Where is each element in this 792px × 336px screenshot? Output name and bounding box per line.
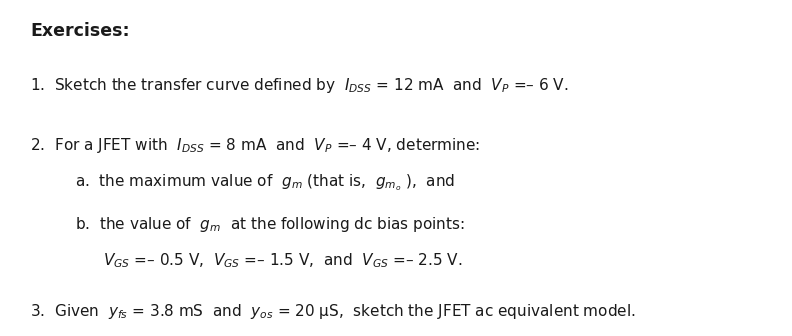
Text: a.  the maximum value of  $g_m$ (that is,  $g_{m_o}$ ),  and: a. the maximum value of $g_m$ (that is, …: [75, 172, 455, 193]
Text: 1.  Sketch the transfer curve defined by  $I_{DSS}$ = 12 mA  and  $V_P$ =– 6 V.: 1. Sketch the transfer curve defined by …: [30, 76, 569, 95]
Text: 2.  For a JFET with  $I_{DSS}$ = 8 mA  and  $V_P$ =– 4 V, determine:: 2. For a JFET with $I_{DSS}$ = 8 mA and …: [30, 136, 480, 155]
Text: b.  the value of  $g_m$  at the following dc bias points:: b. the value of $g_m$ at the following d…: [75, 215, 465, 234]
Text: $V_{GS}$ =– 0.5 V,  $V_{GS}$ =– 1.5 V,  and  $V_{GS}$ =– 2.5 V.: $V_{GS}$ =– 0.5 V, $V_{GS}$ =– 1.5 V, an…: [103, 251, 463, 270]
Text: Exercises:: Exercises:: [30, 22, 130, 40]
Text: 3.  Given  $y_{fs}$ = 3.8 mS  and  $y_{os}$ = 20 µS,  sketch the JFET ac equival: 3. Given $y_{fs}$ = 3.8 mS and $y_{os}$ …: [30, 302, 636, 322]
